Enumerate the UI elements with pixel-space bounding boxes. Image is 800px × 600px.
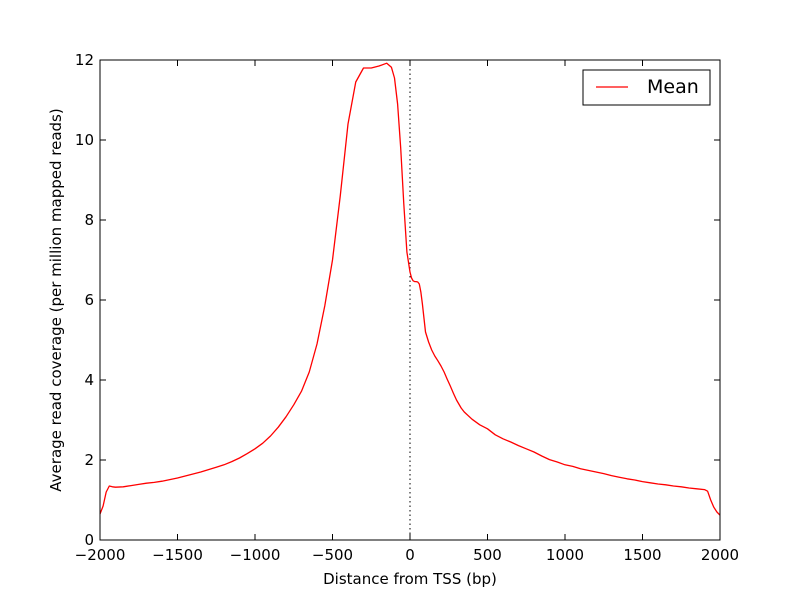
x-tick-label: 1500 — [623, 546, 661, 564]
x-tick-label: 2000 — [701, 546, 739, 564]
y-axis-label: Average read coverage (per million mappe… — [47, 108, 65, 491]
x-tick-label: −500 — [312, 546, 353, 564]
legend-label-mean: Mean — [647, 76, 699, 98]
x-tick-label: 1000 — [546, 546, 584, 564]
plot-area — [99, 60, 721, 540]
series-line-mean — [99, 62, 721, 516]
y-tick-label: 2 — [84, 451, 94, 469]
y-tick-label: 12 — [75, 51, 94, 69]
axes-frame — [99, 59, 721, 541]
y-tick-label: 0 — [84, 531, 94, 549]
y-tick-label: 8 — [84, 211, 94, 229]
legend-box — [582, 69, 711, 106]
x-tick-label: −2000 — [75, 546, 126, 564]
legend: Mean — [582, 69, 711, 106]
x-axis-label: Distance from TSS (bp) — [323, 570, 497, 588]
y-tick-label: 6 — [84, 291, 94, 309]
x-tick-label: 500 — [473, 546, 502, 564]
x-tick-label: −1000 — [230, 546, 281, 564]
x-tick-label: 0 — [405, 546, 415, 564]
y-tick-label: 4 — [84, 371, 94, 389]
y-tick-label: 10 — [75, 131, 94, 149]
x-tick-label: −1500 — [152, 546, 203, 564]
axis-ticks: −2000 −1500 −1000 −500 0 500 1000 1500 2000 0 2 4 6 8… — [75, 51, 739, 564]
